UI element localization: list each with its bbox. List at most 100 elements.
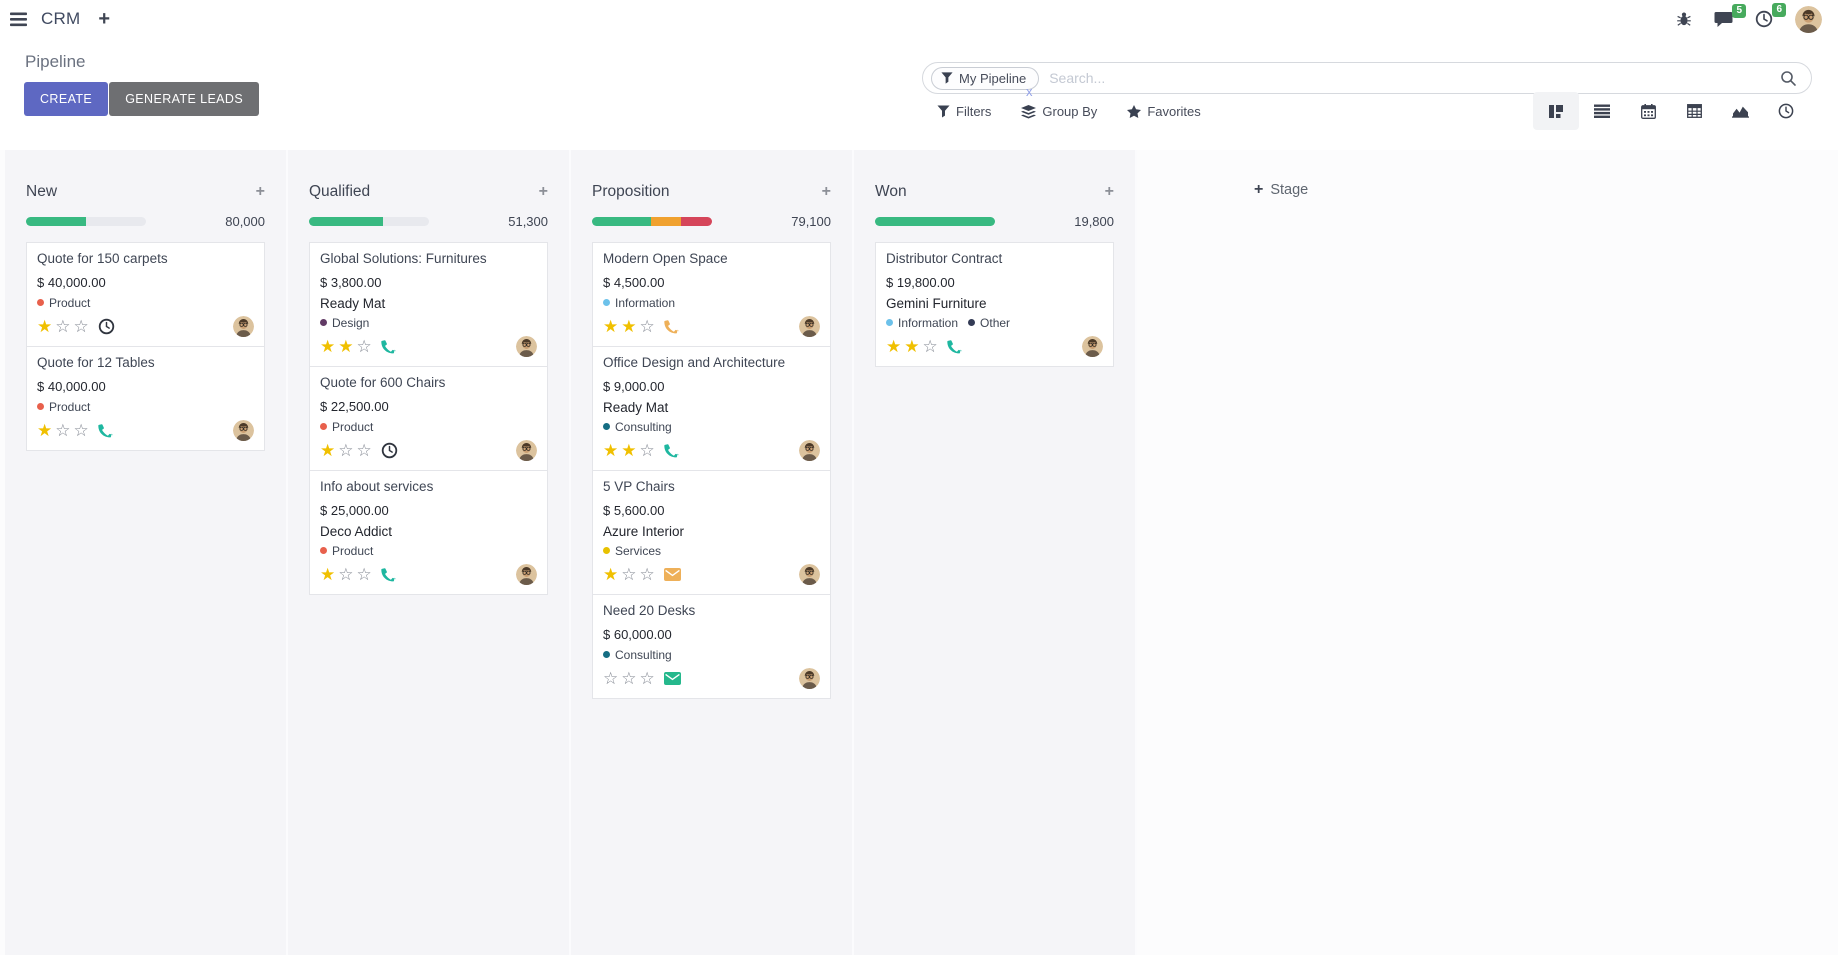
priority-star-icon[interactable]: ☆ — [338, 565, 354, 585]
column-progressbar[interactable] — [309, 216, 429, 226]
search-input[interactable] — [1039, 70, 1780, 86]
activity-phone-icon[interactable] — [381, 567, 397, 583]
group-by-menu[interactable]: Group By — [1021, 104, 1097, 119]
calendar-view-button[interactable] — [1625, 92, 1671, 130]
kanban-card[interactable]: Quote for 150 carpets $ 40,000.00 Product ★… — [26, 242, 265, 347]
activities-clock-icon[interactable]: 6 — [1755, 3, 1786, 28]
kanban-card[interactable]: Global Solutions: Furnitures $ 3,800.00 Re… — [309, 242, 548, 367]
salesperson-avatar[interactable] — [516, 336, 537, 358]
activity-clock-icon[interactable] — [381, 442, 398, 459]
column-quick-add-icon[interactable]: + — [1104, 183, 1114, 200]
activity-phone-icon[interactable] — [664, 319, 680, 335]
salesperson-avatar[interactable] — [516, 564, 537, 586]
priority-star-icon[interactable]: ☆ — [621, 565, 637, 585]
apps-menu-icon[interactable] — [10, 12, 27, 27]
graph-view-button[interactable] — [1717, 92, 1763, 130]
priority-star-icon[interactable]: ★ — [338, 337, 354, 357]
app-name[interactable]: CRM — [41, 9, 81, 28]
card-footer: ★ ☆ ☆ — [320, 438, 537, 464]
kanban-card[interactable]: Info about services $ 25,000.00 Deco Addic… — [309, 469, 548, 595]
generate-leads-button[interactable]: GENERATE LEADS — [109, 82, 260, 116]
kanban-card[interactable]: Modern Open Space $ 4,500.00 Information ★ ★… — [592, 242, 831, 347]
priority-star-icon[interactable]: ★ — [904, 337, 920, 357]
quick-create-plus-icon[interactable]: + — [98, 8, 111, 30]
salesperson-avatar[interactable] — [1082, 336, 1103, 358]
search-bar[interactable]: My Pipeline — [922, 62, 1812, 94]
pivot-view-button[interactable] — [1671, 92, 1717, 130]
activity-phone-icon[interactable] — [947, 339, 963, 355]
kanban-card[interactable]: Office Design and Architecture $ 9,000.00… — [592, 345, 831, 471]
salesperson-avatar[interactable] — [799, 668, 820, 689]
priority-star-icon[interactable]: ☆ — [922, 337, 938, 357]
card-title: Office Design and Architecture — [603, 354, 786, 370]
column-quick-add-icon[interactable]: + — [821, 183, 831, 200]
activity-envelope-icon[interactable] — [663, 568, 681, 582]
card-footer: ★ ☆ ☆ — [603, 562, 820, 588]
kanban-card[interactable]: Need 20 Desks $ 60,000.00 Consulting ☆ ☆ ☆ — [592, 593, 831, 699]
column-quick-add-icon[interactable]: + — [538, 183, 548, 200]
card-tags: Consulting — [603, 648, 820, 662]
search-options: Filters Group By Favorites — [937, 104, 1201, 119]
facet-close-icon[interactable]: x — [1026, 84, 1033, 99]
filters-menu[interactable]: Filters — [937, 104, 991, 119]
user-avatar[interactable] — [1795, 5, 1822, 33]
create-button[interactable]: CREATE — [24, 82, 109, 116]
priority-star-icon[interactable]: ☆ — [639, 317, 655, 337]
activity-phone-icon[interactable] — [381, 339, 397, 355]
column-quick-add-icon[interactable]: + — [255, 183, 265, 200]
priority-star-icon[interactable]: ★ — [320, 441, 336, 461]
favorites-menu[interactable]: Favorites — [1127, 104, 1201, 119]
priority-star-icon[interactable]: ☆ — [55, 317, 71, 337]
priority-star-icon[interactable]: ★ — [603, 565, 619, 585]
salesperson-avatar[interactable] — [799, 316, 820, 338]
priority-star-icon[interactable]: ★ — [621, 317, 637, 337]
activity-clock-icon — [1778, 103, 1794, 119]
search-magnifier-icon[interactable] — [1780, 70, 1797, 87]
kanban-card[interactable]: Distributor Contract $ 19,800.00 Gemini Fu… — [875, 242, 1114, 367]
priority-star-icon[interactable]: ★ — [603, 317, 619, 337]
priority-star-icon[interactable]: ★ — [603, 441, 619, 461]
salesperson-avatar[interactable] — [233, 420, 254, 442]
messages-icon[interactable]: 5 — [1714, 3, 1746, 28]
priority-star-icon[interactable]: ☆ — [55, 421, 71, 441]
kanban-card[interactable]: 5 VP Chairs $ 5,600.00 Azure Interior Servi… — [592, 469, 831, 595]
priority-star-icon[interactable]: ☆ — [356, 441, 372, 461]
column-progressbar[interactable] — [26, 216, 146, 226]
salesperson-avatar[interactable] — [233, 316, 254, 338]
activity-clock-icon[interactable] — [98, 318, 115, 335]
activity-view-button[interactable] — [1763, 92, 1809, 130]
salesperson-avatar[interactable] — [799, 564, 820, 586]
debug-bug-icon[interactable] — [1676, 11, 1692, 27]
column-progressbar[interactable] — [592, 216, 712, 226]
priority-star-icon[interactable]: ★ — [621, 441, 637, 461]
activity-phone-icon[interactable] — [98, 423, 114, 439]
priority-star-icon[interactable]: ☆ — [356, 565, 372, 585]
priority-star-icon[interactable]: ★ — [37, 421, 53, 441]
tag-color-dot — [603, 423, 610, 431]
search-facet-my-pipeline[interactable]: My Pipeline — [931, 66, 1040, 90]
salesperson-avatar[interactable] — [516, 440, 537, 462]
priority-star-icon[interactable]: ☆ — [639, 669, 655, 688]
priority-star-icon[interactable]: ★ — [320, 337, 336, 357]
tag-color-dot — [603, 651, 610, 658]
priority-star-icon[interactable]: ☆ — [73, 317, 89, 337]
column-progressbar[interactable] — [875, 216, 995, 226]
priority-star-icon[interactable]: ★ — [320, 565, 336, 585]
priority-star-icon[interactable]: ☆ — [356, 337, 372, 357]
priority-star-icon[interactable]: ☆ — [338, 441, 354, 461]
priority-star-icon[interactable]: ☆ — [603, 669, 619, 688]
list-view-button[interactable] — [1579, 92, 1625, 130]
priority-star-icon[interactable]: ☆ — [639, 441, 655, 461]
add-stage-button[interactable]: + Stage — [1254, 181, 1308, 199]
activity-phone-icon[interactable] — [664, 443, 680, 459]
priority-star-icon[interactable]: ☆ — [73, 421, 89, 441]
activity-envelope-icon[interactable] — [663, 672, 681, 685]
priority-star-icon[interactable]: ★ — [37, 317, 53, 337]
salesperson-avatar[interactable] — [799, 440, 820, 462]
priority-star-icon[interactable]: ★ — [886, 337, 902, 357]
priority-star-icon[interactable]: ☆ — [639, 565, 655, 585]
priority-star-icon[interactable]: ☆ — [621, 669, 637, 688]
kanban-view-button[interactable] — [1533, 92, 1579, 130]
kanban-card[interactable]: Quote for 12 Tables $ 40,000.00 Product ★ ☆ ☆ — [26, 345, 265, 451]
kanban-card[interactable]: Quote for 600 Chairs $ 22,500.00 Product ★ ☆… — [309, 365, 548, 471]
